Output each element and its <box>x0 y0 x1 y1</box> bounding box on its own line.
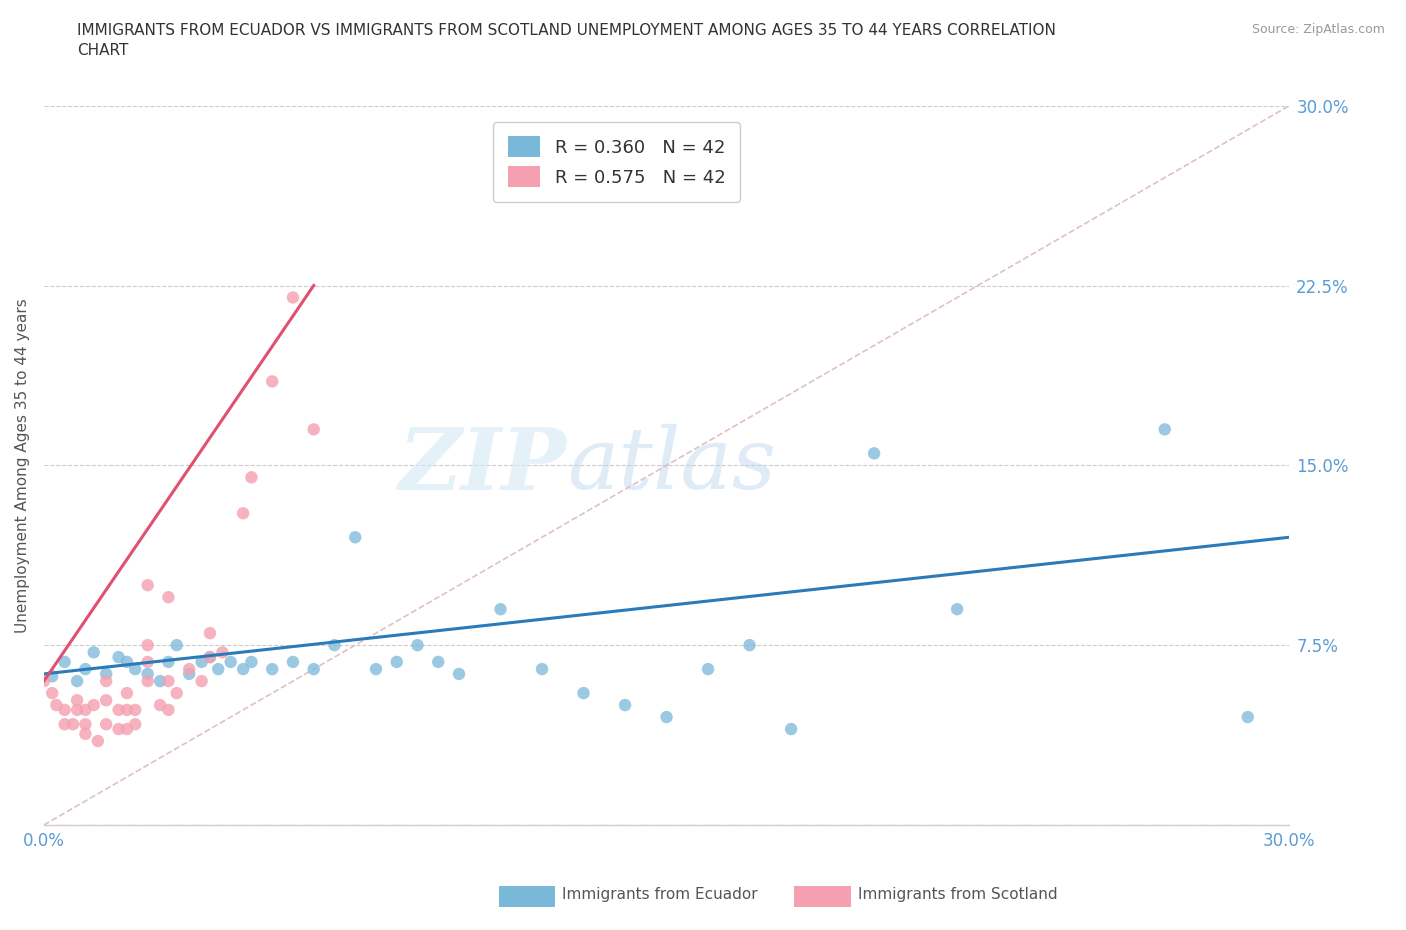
Point <box>96 673 118 688</box>
Point <box>83 644 105 659</box>
Point <box>447 667 470 682</box>
Text: atlas: atlas <box>567 424 776 507</box>
Text: ZIP: ZIP <box>399 423 567 507</box>
Point <box>107 722 129 737</box>
Point <box>115 655 138 670</box>
Point <box>489 602 512 617</box>
Point <box>149 673 172 688</box>
Point <box>207 661 229 676</box>
Point <box>364 661 387 676</box>
Point <box>198 650 221 665</box>
Point <box>87 734 110 749</box>
Point <box>946 602 969 617</box>
Point <box>211 644 233 659</box>
Point <box>198 626 221 641</box>
Point <box>190 655 212 670</box>
Text: Source: ZipAtlas.com: Source: ZipAtlas.com <box>1251 23 1385 36</box>
Point <box>179 667 201 682</box>
Point <box>262 661 284 676</box>
Point <box>344 530 367 545</box>
Point <box>53 702 76 717</box>
Point <box>1153 422 1175 437</box>
Point <box>32 673 55 688</box>
Point <box>385 655 408 670</box>
Point <box>240 655 263 670</box>
Point <box>157 702 180 717</box>
Point <box>697 661 720 676</box>
Point <box>75 661 97 676</box>
Point <box>655 710 678 724</box>
Point <box>406 638 429 653</box>
Point <box>75 726 97 741</box>
Point <box>41 685 63 700</box>
Point <box>66 673 89 688</box>
Text: Immigrants from Scotland: Immigrants from Scotland <box>858 887 1057 902</box>
Point <box>179 661 201 676</box>
Point <box>281 290 304 305</box>
Point <box>136 638 159 653</box>
Point <box>124 717 146 732</box>
Point <box>738 638 761 653</box>
Point <box>863 445 886 460</box>
Point <box>115 722 138 737</box>
Point <box>240 470 263 485</box>
Point <box>115 702 138 717</box>
Point <box>124 661 146 676</box>
Point <box>219 655 242 670</box>
Point <box>45 698 67 712</box>
Point <box>96 717 118 732</box>
Point <box>302 422 325 437</box>
Point <box>107 650 129 665</box>
Point <box>427 655 450 670</box>
Text: IMMIGRANTS FROM ECUADOR VS IMMIGRANTS FROM SCOTLAND UNEMPLOYMENT AMONG AGES 35 T: IMMIGRANTS FROM ECUADOR VS IMMIGRANTS FR… <box>77 23 1056 58</box>
Point <box>232 506 254 521</box>
Point <box>41 669 63 684</box>
Point <box>157 655 180 670</box>
Point <box>531 661 554 676</box>
Point <box>136 667 159 682</box>
Point <box>75 702 97 717</box>
Point <box>115 685 138 700</box>
Point <box>262 374 284 389</box>
Point <box>614 698 637 712</box>
Point <box>107 702 129 717</box>
Point <box>75 717 97 732</box>
Point <box>323 638 346 653</box>
Point <box>66 702 89 717</box>
Point <box>124 702 146 717</box>
Point <box>53 717 76 732</box>
Point <box>302 661 325 676</box>
Point <box>190 673 212 688</box>
Point <box>166 685 188 700</box>
Point <box>198 650 221 665</box>
Point <box>83 698 105 712</box>
Point <box>149 698 172 712</box>
Y-axis label: Unemployment Among Ages 35 to 44 years: Unemployment Among Ages 35 to 44 years <box>15 298 30 632</box>
Point <box>166 638 188 653</box>
Point <box>780 722 803 737</box>
Point <box>1236 710 1258 724</box>
Point <box>281 655 304 670</box>
Point <box>157 590 180 604</box>
Point <box>136 578 159 592</box>
Legend: R = 0.360   N = 42, R = 0.575   N = 42: R = 0.360 N = 42, R = 0.575 N = 42 <box>494 122 740 202</box>
Point <box>96 693 118 708</box>
Point <box>136 655 159 670</box>
Point <box>136 673 159 688</box>
Point <box>232 661 254 676</box>
Point <box>96 667 118 682</box>
Point <box>157 673 180 688</box>
Point <box>572 685 595 700</box>
Text: Immigrants from Ecuador: Immigrants from Ecuador <box>562 887 758 902</box>
Point <box>62 717 84 732</box>
Point <box>66 693 89 708</box>
Point <box>53 655 76 670</box>
